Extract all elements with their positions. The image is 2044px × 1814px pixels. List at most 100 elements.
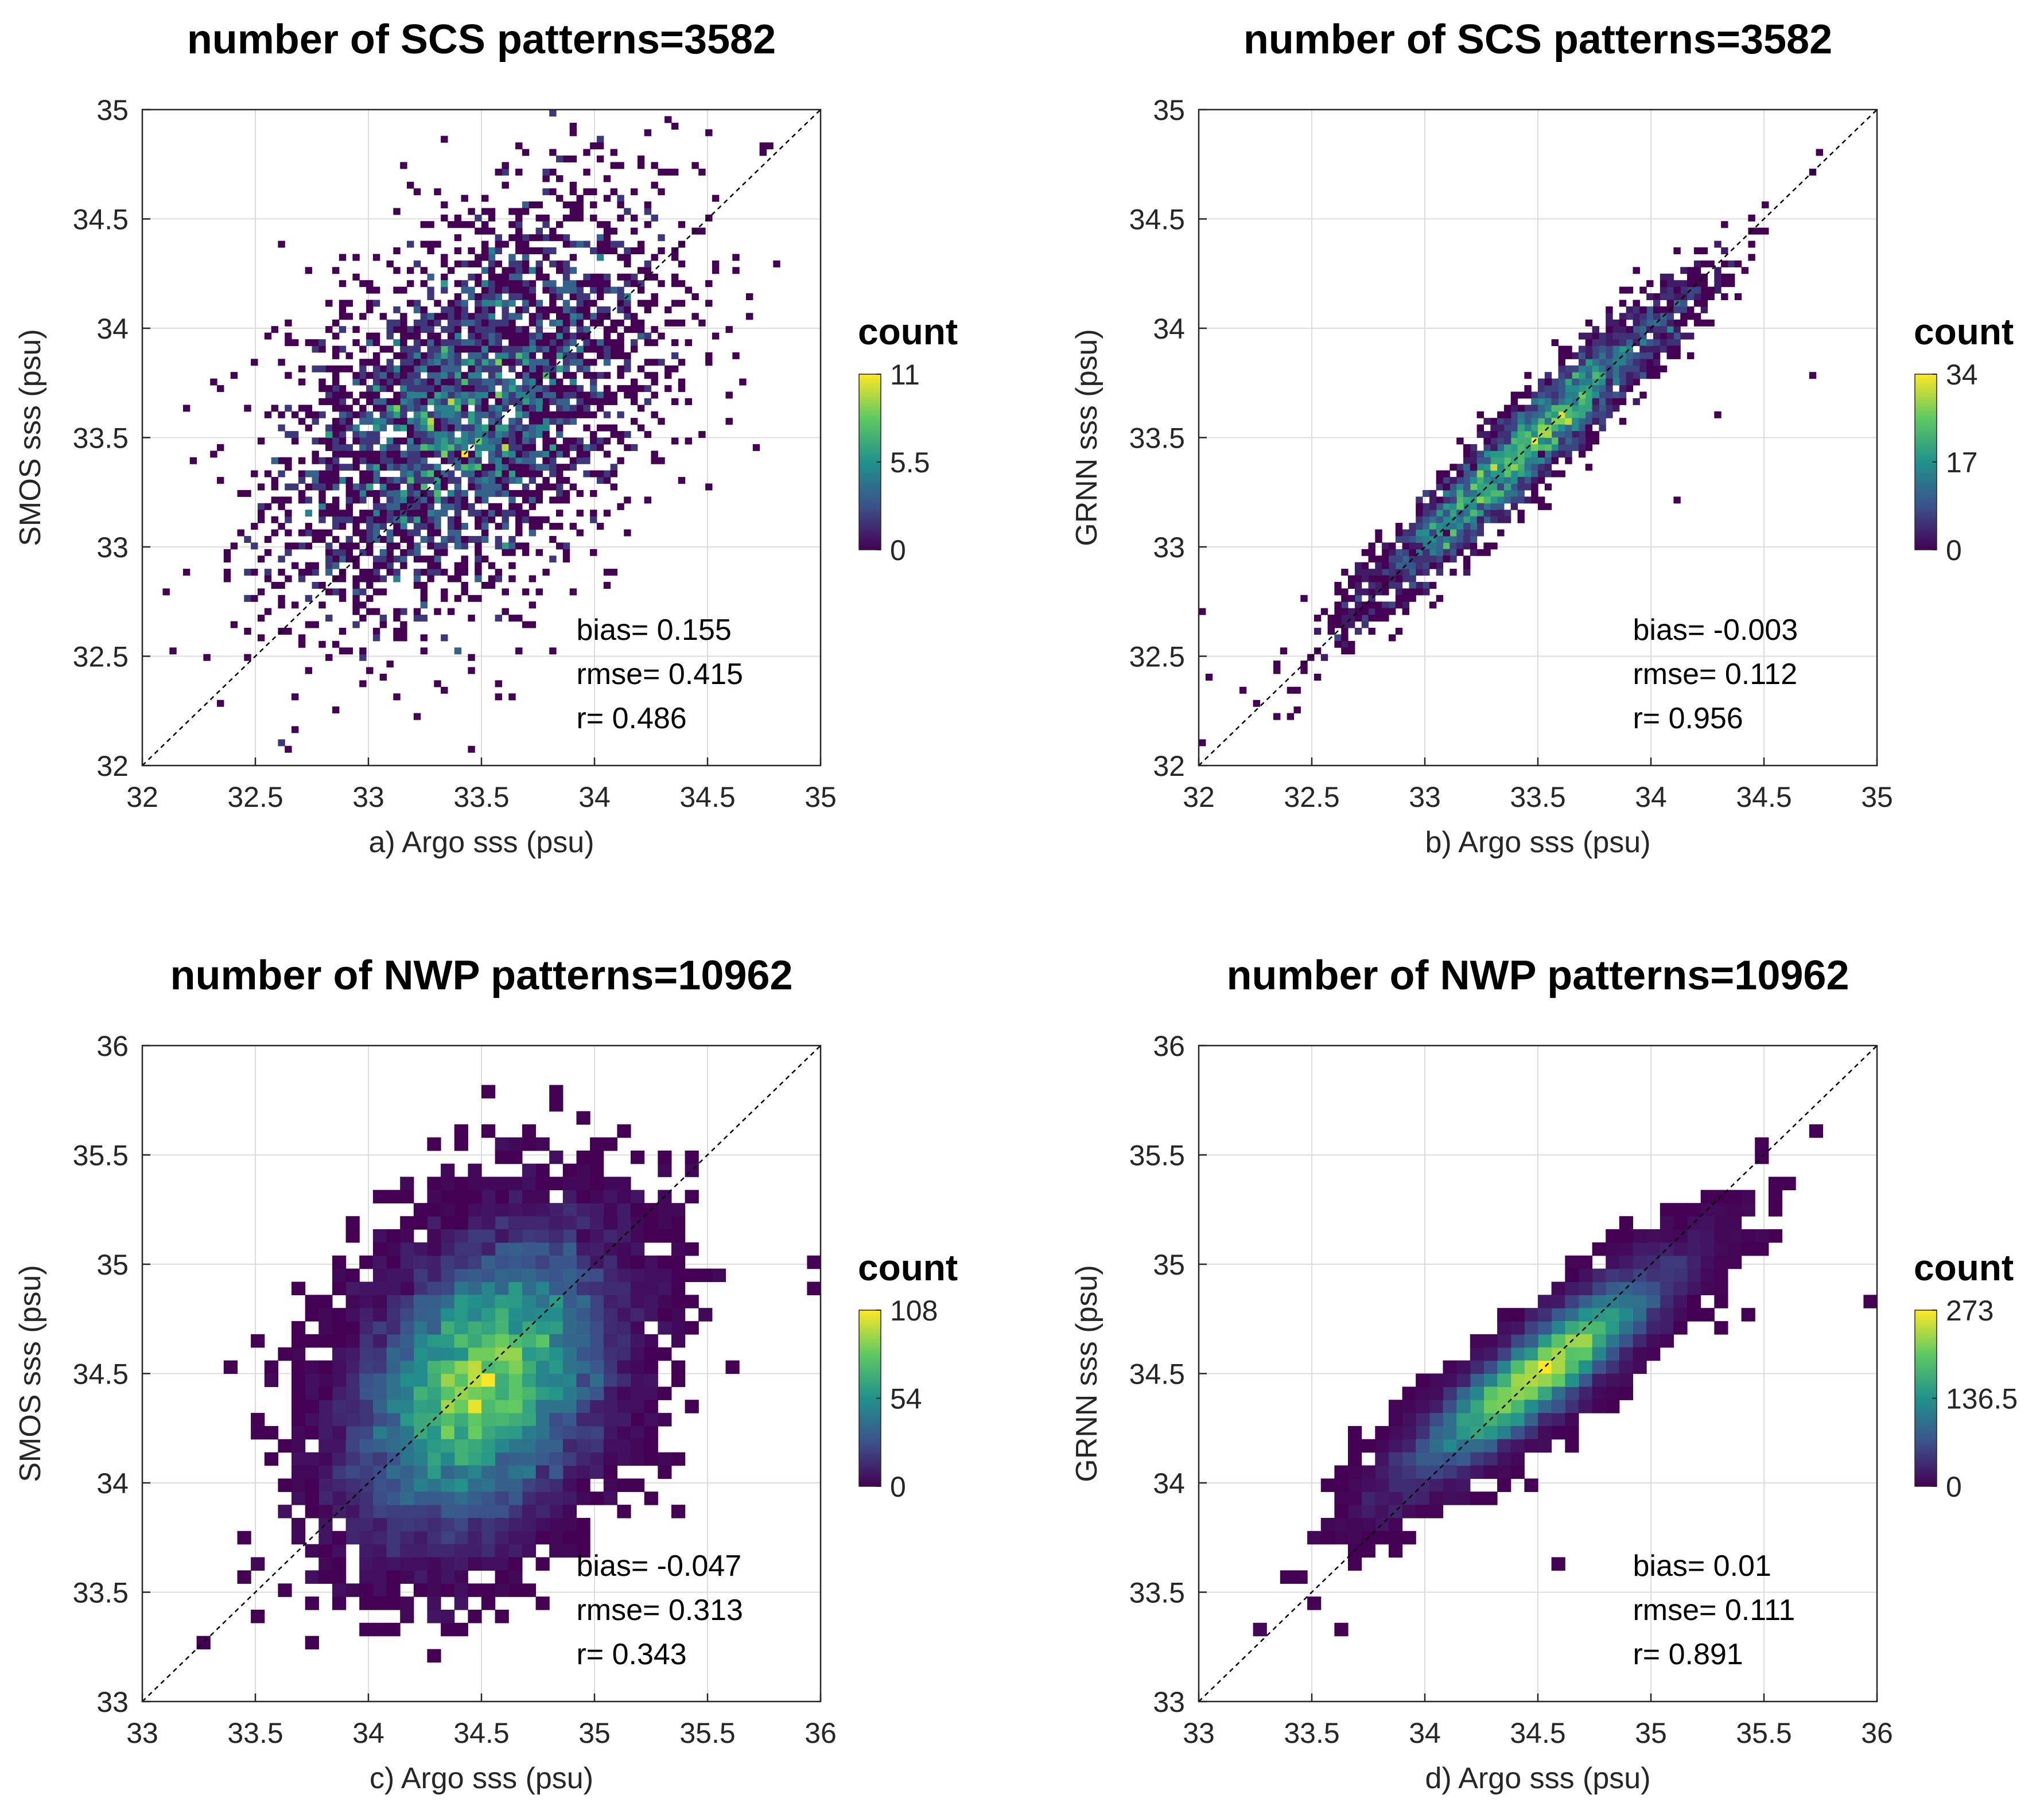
- density-cell: [413, 1242, 428, 1256]
- density-cell: [583, 372, 590, 379]
- density-cell: [468, 1544, 482, 1558]
- density-cell: [420, 510, 428, 517]
- density-cell: [386, 260, 394, 267]
- density-cell: [1619, 398, 1627, 405]
- density-cell: [529, 286, 537, 294]
- density-cell: [1612, 332, 1620, 340]
- density-cell: [603, 352, 611, 359]
- density-cell: [237, 1570, 251, 1584]
- density-cell: [332, 1478, 347, 1492]
- density-cell: [251, 1413, 265, 1427]
- density-cell: [332, 345, 340, 353]
- density-cell: [312, 457, 319, 464]
- density-cell: [1585, 391, 1593, 399]
- density-cell: [468, 1216, 482, 1230]
- density-cell: [502, 588, 509, 596]
- density-cell: [569, 188, 577, 196]
- density-cell: [1510, 398, 1518, 405]
- density-cell: [1463, 536, 1471, 543]
- density-cell: [529, 431, 537, 438]
- density-cell: [454, 372, 462, 379]
- density-cell: [461, 385, 468, 393]
- stat-bias: bias= 0.01: [1633, 1549, 1771, 1583]
- density-cell: [481, 1465, 496, 1479]
- density-cell: [1402, 1505, 1416, 1518]
- density-cell: [617, 273, 624, 281]
- density-cell: [624, 273, 631, 281]
- density-cell: [515, 168, 523, 176]
- density-cell: [1680, 267, 1688, 274]
- density-cell: [1721, 280, 1728, 288]
- density-cell: [590, 378, 597, 386]
- density-cell: [583, 365, 590, 372]
- density-cell: [1443, 516, 1450, 523]
- density-cell: [352, 601, 360, 609]
- density-cell: [1395, 601, 1403, 609]
- density-cell: [372, 628, 380, 635]
- density-cell: [495, 424, 502, 432]
- density-cell: [468, 457, 475, 464]
- density-cell: [529, 601, 537, 609]
- density-cell: [1395, 556, 1403, 563]
- density-cell: [610, 391, 617, 399]
- density-cell: [393, 398, 401, 405]
- density-cell: [434, 549, 441, 556]
- density-cell: [508, 332, 516, 340]
- density-cell: [400, 1505, 414, 1518]
- density-cell: [569, 523, 577, 530]
- density-cell: [441, 365, 448, 372]
- density-cell: [400, 1478, 414, 1492]
- density-cell: [1592, 1334, 1606, 1348]
- density-cell: [1551, 1557, 1565, 1571]
- density-cell: [427, 1242, 441, 1256]
- density-cell: [1334, 1491, 1349, 1505]
- density-cell: [562, 1229, 577, 1243]
- density-cell: [359, 601, 367, 609]
- density-cell: [379, 490, 387, 497]
- density-cell: [698, 227, 706, 235]
- density-cell: [508, 293, 516, 300]
- density-cell: [631, 313, 638, 320]
- density-cell: [352, 582, 360, 589]
- density-cell: [1497, 444, 1505, 451]
- density-cell: [481, 208, 489, 215]
- density-cell: [1416, 1465, 1430, 1479]
- density-cell: [427, 1295, 441, 1308]
- density-cell: [475, 444, 482, 451]
- density-cell: [562, 339, 570, 347]
- density-cell: [488, 208, 496, 215]
- density-cell: [332, 352, 340, 359]
- density-cell: [603, 391, 611, 399]
- density-cell: [1436, 562, 1444, 569]
- density-cell: [542, 516, 550, 523]
- density-cell: [495, 1583, 509, 1597]
- density-cell: [407, 418, 414, 425]
- density-cell: [576, 411, 584, 418]
- density-cell: [434, 523, 441, 530]
- density-cell: [271, 405, 278, 412]
- density-cell: [502, 450, 509, 458]
- density-cell: [285, 431, 292, 438]
- density-cell: [413, 1557, 428, 1571]
- density-cell: [468, 615, 475, 622]
- density-cell: [318, 516, 326, 523]
- density-cell: [576, 1386, 590, 1400]
- density-cell: [529, 391, 537, 399]
- density-cell: [427, 359, 434, 366]
- density-cell: [468, 510, 475, 517]
- density-cell: [345, 1216, 360, 1230]
- density-cell: [522, 470, 530, 477]
- density-cell: [325, 654, 333, 661]
- density-cell: [1470, 1439, 1484, 1453]
- density-cell: [461, 562, 468, 569]
- density-cell: [562, 437, 570, 445]
- density-cell: [712, 195, 720, 202]
- density-cell: [562, 1268, 577, 1283]
- density-cell: [352, 339, 360, 347]
- density-cell: [1361, 1518, 1375, 1532]
- density-cell: [339, 450, 347, 458]
- density-cell: [339, 437, 347, 445]
- density-cell: [1619, 1373, 1633, 1387]
- density-cell: [407, 372, 414, 379]
- density-cell: [508, 286, 516, 294]
